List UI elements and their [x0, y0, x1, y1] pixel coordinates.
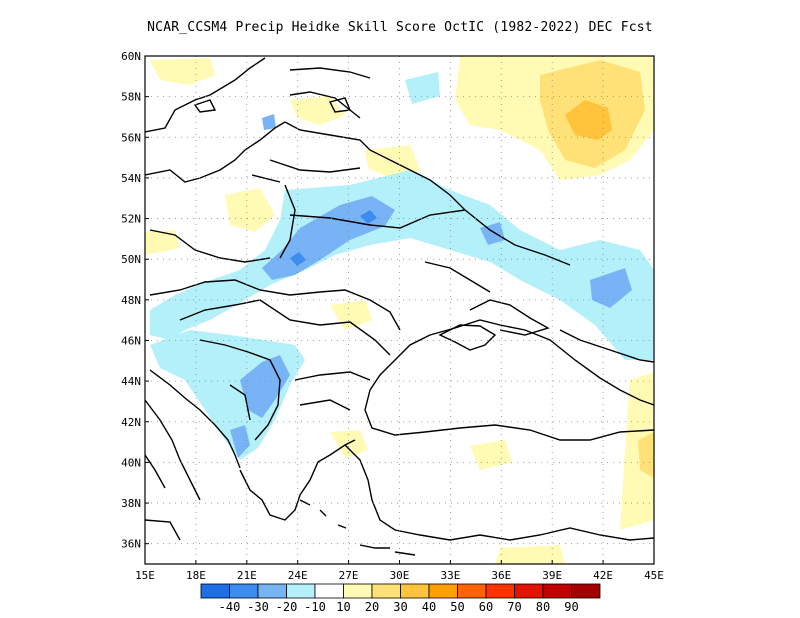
- colorbar-label: -10: [304, 600, 326, 614]
- y-tick-label: 56N: [121, 131, 141, 144]
- border-poland: [149, 184, 296, 263]
- lakes-north: [193, 97, 351, 113]
- coast-black-sea: [364, 319, 654, 441]
- x-tick-label: 15E: [135, 569, 155, 582]
- colorbar-labels: -40 -30 -20 -10 10 20 30 40 50 60 70 80 90: [219, 600, 579, 614]
- colorbar-label: 90: [564, 600, 578, 614]
- islands-aegean: [299, 499, 416, 556]
- shade-pos-anatolia: [470, 440, 512, 470]
- y-tick-label: 38N: [121, 497, 141, 510]
- shade-neg-adriatic-mid: [230, 425, 250, 458]
- shade-neg-ukraine-spot2: [290, 252, 306, 266]
- coast-anatolia: [344, 444, 654, 541]
- colorbar-swatch: [371, 583, 401, 599]
- coast-caucasus: [559, 329, 654, 363]
- shade-pos-northwest: [150, 58, 215, 85]
- colorbar-swatch: [457, 583, 487, 599]
- shade-pos-south: [495, 545, 565, 564]
- colorbar-label: 70: [507, 600, 521, 614]
- x-tick-label: 18E: [186, 569, 206, 582]
- colorbar-swatch: [571, 583, 601, 599]
- shade-neg-balkans-mid: [240, 355, 290, 418]
- shade-neg-ukraine-belt: [150, 170, 654, 360]
- skill-shading: [145, 56, 654, 564]
- colorbar-swatch: [229, 583, 259, 599]
- border-central-europe: [149, 279, 401, 331]
- shade-pos-northeast-strong: [565, 100, 612, 140]
- y-tick-label: 58N: [121, 91, 141, 104]
- colorbar-label: 10: [336, 600, 350, 614]
- shade-pos-east-edge: [620, 372, 654, 530]
- x-tick-label: 45E: [644, 569, 664, 582]
- colorbar-label: 20: [365, 600, 379, 614]
- coast-gulf-finland: [289, 67, 371, 119]
- shade-neg-east-mid: [590, 268, 632, 308]
- colorbar-swatch: [542, 583, 572, 599]
- coast-crimea: [438, 324, 497, 351]
- shade-pos-east-edge-mid: [638, 432, 654, 478]
- y-axis-ticks: 60N 58N 56N 54N 52N 50N 48N 46N 44N 42N 40N 38N 36N: [121, 50, 149, 551]
- shade-neg-ukraine-spot1: [360, 210, 377, 224]
- colorbar-swatch: [257, 583, 287, 599]
- coast-azov: [469, 299, 550, 336]
- y-tick-label: 46N: [121, 334, 141, 347]
- colorbar-label: 40: [422, 600, 436, 614]
- x-axis-ticks: 15E 18E 21E 24E 27E 30E 33E 36E 39E 42E 45E: [135, 560, 664, 582]
- x-tick-label: 33E: [440, 569, 460, 582]
- colorbar-boxes: [200, 583, 601, 599]
- colorbar-label: -20: [276, 600, 298, 614]
- colorbar-swatch: [514, 583, 544, 599]
- coast-greece: [239, 439, 356, 521]
- y-tick-label: 36N: [121, 538, 141, 551]
- y-tick-label: 60N: [121, 50, 141, 63]
- grid-lines: [145, 56, 654, 564]
- y-tick-label: 54N: [121, 172, 141, 185]
- shade-pos-west: [225, 188, 275, 232]
- colorbar-label: 50: [450, 600, 464, 614]
- y-tick-label: 40N: [121, 456, 141, 469]
- colorbar-swatch: [400, 583, 430, 599]
- shade-pos-west-edge: [145, 230, 180, 255]
- border-balkans: [199, 339, 371, 441]
- x-tick-label: 36E: [491, 569, 511, 582]
- shade-neg-north-spot2: [262, 114, 276, 130]
- y-tick-label: 44N: [121, 375, 141, 388]
- y-tick-label: 42N: [121, 416, 141, 429]
- y-tick-label: 48N: [121, 294, 141, 307]
- border-hungary-romania: [179, 299, 391, 356]
- colorbar-swatch: [286, 583, 316, 599]
- colorbar-label: 80: [536, 600, 550, 614]
- shade-neg-north-spot: [405, 72, 440, 104]
- colorbar-swatch: [200, 583, 230, 599]
- border-baltics: [251, 121, 371, 183]
- x-tick-label: 27E: [339, 569, 359, 582]
- x-tick-label: 21E: [237, 569, 257, 582]
- border-russia-east: [369, 149, 491, 293]
- colorbar-label: -30: [247, 600, 269, 614]
- shade-pos-aegean: [330, 430, 368, 458]
- colorbar-swatch: [343, 583, 373, 599]
- y-tick-label: 50N: [121, 253, 141, 266]
- colorbar-swatch: [428, 583, 458, 599]
- coastlines-borders: [145, 57, 654, 556]
- y-tick-label: 52N: [121, 213, 141, 226]
- map-title: NCAR_CCSM4 Precip Heidke Skill Score Oct…: [147, 20, 653, 35]
- border-belarus-ukraine: [289, 209, 571, 266]
- coast-italy: [145, 399, 201, 541]
- coast-baltic: [145, 57, 286, 183]
- colorbar-label: 30: [393, 600, 407, 614]
- colorbar-label: -40: [219, 600, 241, 614]
- x-tick-label: 39E: [542, 569, 562, 582]
- x-tick-label: 24E: [288, 569, 308, 582]
- coast-adriatic: [149, 369, 241, 469]
- colorbar-label: 60: [479, 600, 493, 614]
- colorbar-swatch: [314, 583, 344, 599]
- x-tick-label: 30E: [390, 569, 410, 582]
- x-tick-label: 42E: [593, 569, 613, 582]
- colorbar-swatch: [485, 583, 515, 599]
